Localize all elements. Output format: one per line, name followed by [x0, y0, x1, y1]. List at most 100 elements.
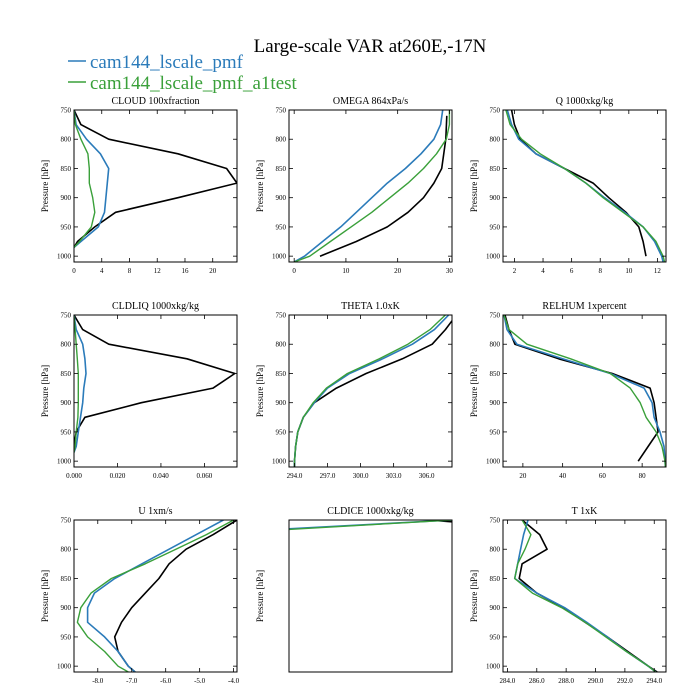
series-line-reference — [74, 110, 237, 248]
y-tick-label: 800 — [276, 136, 287, 144]
x-tick-label: 4 — [541, 267, 545, 275]
x-tick-label: 0.040 — [153, 472, 169, 480]
y-tick-label: 900 — [276, 194, 287, 202]
plot-frame — [288, 314, 453, 468]
x-tick-label: 0.060 — [197, 472, 213, 480]
x-tick-label: 8 — [128, 267, 132, 275]
x-tick-label: 0 — [72, 267, 76, 275]
x-tick-label: 16 — [181, 267, 189, 275]
x-tick-label: 2 — [513, 267, 517, 275]
y-tick-label: 900 — [61, 399, 72, 407]
panel-title: Q 1000xkg/kg — [556, 96, 614, 107]
legend: cam144_lscale_pmf cam144_lscale_pmf_a1te… — [68, 52, 298, 94]
panel-4: CLDLIQ 1000xkg/kg Pressure [hPa] 0.000 0.02… — [40, 301, 238, 480]
y-tick-label: 1000 — [57, 253, 72, 261]
y-axis-label: Pressure [hPa] — [255, 160, 265, 212]
y-axis-label: Pressure [hPa] — [469, 160, 479, 212]
y-tick-label: 800 — [490, 136, 501, 144]
y-tick-label: 1000 — [486, 458, 501, 466]
panel-title: THETA 1.0xK — [341, 301, 400, 312]
plot-frame — [502, 109, 667, 263]
y-axis-label: Pressure [hPa] — [469, 365, 479, 417]
y-tick-label: 850 — [490, 165, 501, 173]
y-tick-label: 750 — [490, 517, 501, 525]
panel-title: OMEGA 864xPa/s — [333, 96, 408, 107]
y-tick-label: 950 — [61, 223, 72, 231]
x-tick-label: 20 — [394, 267, 402, 275]
series-line-reference — [510, 110, 647, 257]
series-line-s1 — [506, 110, 664, 262]
panel-2: OMEGA 864xPa/s Pressure [hPa] 0 10 20 30 750 80… — [255, 96, 453, 275]
panels: CLOUD 100xfraction Pressure [hPa] 0 4 8 12 16 2… — [40, 96, 667, 685]
series-line-s1 — [74, 110, 110, 249]
y-tick-label: 1000 — [486, 663, 501, 671]
x-tick-label: 20 — [209, 267, 217, 275]
panel-title: CLDLIQ 1000xkg/kg — [112, 301, 199, 312]
x-tick-label: 6 — [570, 267, 574, 275]
y-tick-label: 800 — [490, 341, 501, 349]
x-tick-label: 20 — [519, 472, 527, 480]
x-tick-label: 300.0 — [353, 472, 369, 480]
x-tick-label: 306.0 — [419, 472, 435, 480]
y-tick-label: 800 — [276, 341, 287, 349]
x-tick-label: 30 — [446, 267, 454, 275]
figure-title: Large-scale VAR at260E,-17N — [254, 36, 487, 57]
series-line-s2 — [514, 520, 657, 672]
y-tick-label: 850 — [61, 575, 72, 583]
series-line-s1 — [86, 520, 224, 672]
x-tick-label: 297.0 — [320, 472, 336, 480]
y-tick-label: 1000 — [486, 253, 501, 261]
y-tick-label: 850 — [276, 370, 287, 378]
y-tick-label: 750 — [276, 312, 287, 320]
series-line-s2 — [76, 520, 234, 672]
y-tick-label: 950 — [276, 428, 287, 436]
y-tick-label: 1000 — [272, 253, 287, 261]
y-tick-label: 850 — [490, 575, 501, 583]
y-tick-label: 950 — [490, 223, 501, 231]
y-tick-label: 950 — [276, 223, 287, 231]
series-line-s2 — [74, 315, 80, 453]
panel-title: U 1xm/s — [138, 506, 172, 517]
series-line-s2 — [503, 315, 666, 467]
series-line-s2 — [505, 110, 666, 262]
panel-7: U 1xm/s Pressure [hPa] -8.0 -7.0 -6.0 -5.0 -4.… — [40, 506, 240, 685]
y-tick-label: 1000 — [57, 458, 72, 466]
series-line-s2 — [293, 315, 446, 467]
y-axis-label: Pressure [hPa] — [255, 365, 265, 417]
series-line-s1 — [513, 520, 657, 672]
plot-frame — [502, 519, 667, 673]
y-tick-label: 850 — [490, 370, 501, 378]
y-tick-label: 800 — [61, 341, 72, 349]
y-tick-label: 750 — [490, 312, 501, 320]
x-tick-label: 10 — [342, 267, 350, 275]
y-tick-label: 850 — [61, 370, 72, 378]
series-line-reference — [74, 315, 236, 453]
y-tick-label: 800 — [61, 136, 72, 144]
panel-title: CLOUD 100xfraction — [111, 96, 199, 107]
series-line-s2 — [289, 520, 452, 531]
y-tick-label: 750 — [490, 107, 501, 115]
y-tick-label: 900 — [490, 604, 501, 612]
panel-8: CLDICE 1000xkg/kg Pressure [hPa] — [255, 506, 453, 673]
x-tick-label: 40 — [559, 472, 567, 480]
series-line-reference — [293, 320, 452, 467]
x-tick-label: 284.0 — [500, 677, 516, 685]
series-line-reference — [319, 115, 448, 257]
series-line-s1 — [293, 110, 444, 262]
series-line-s1 — [293, 315, 450, 467]
legend-label-2: cam144_lscale_pmf_a1test — [90, 73, 298, 94]
y-tick-label: 800 — [61, 546, 72, 554]
x-tick-label: 8 — [598, 267, 602, 275]
x-tick-label: 12 — [154, 267, 162, 275]
x-tick-label: 0 — [292, 267, 296, 275]
y-axis-label: Pressure [hPa] — [469, 570, 479, 622]
x-tick-label: -7.0 — [126, 677, 138, 685]
plot-frame — [73, 109, 238, 263]
panel-title: T 1xK — [572, 506, 598, 517]
panel-1: CLOUD 100xfraction Pressure [hPa] 0 4 8 12 16 2… — [40, 96, 238, 275]
series-line-reference — [518, 520, 658, 672]
y-tick-label: 950 — [61, 633, 72, 641]
y-axis-label: Pressure [hPa] — [40, 160, 50, 212]
y-tick-label: 750 — [276, 107, 287, 115]
y-axis-label: Pressure [hPa] — [40, 365, 50, 417]
